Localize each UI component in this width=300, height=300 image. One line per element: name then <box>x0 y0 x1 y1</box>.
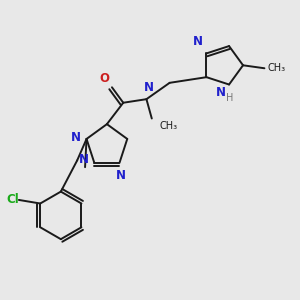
Text: CH₃: CH₃ <box>268 63 286 73</box>
Text: N: N <box>71 131 81 144</box>
Text: H: H <box>226 93 233 103</box>
Text: N: N <box>116 169 126 182</box>
Text: N: N <box>193 35 203 48</box>
Text: N: N <box>78 153 88 167</box>
Text: N: N <box>144 81 154 94</box>
Text: O: O <box>100 72 110 85</box>
Text: CH₃: CH₃ <box>159 121 177 131</box>
Text: N: N <box>215 86 226 99</box>
Text: Cl: Cl <box>6 194 19 206</box>
